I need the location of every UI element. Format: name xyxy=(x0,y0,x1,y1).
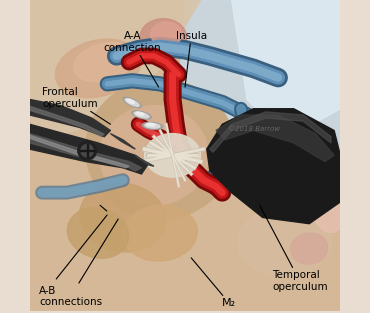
Text: ©2018 Barrow: ©2018 Barrow xyxy=(229,126,280,132)
Ellipse shape xyxy=(312,190,344,232)
Polygon shape xyxy=(30,124,148,174)
Ellipse shape xyxy=(56,39,141,98)
Ellipse shape xyxy=(145,124,160,128)
Ellipse shape xyxy=(67,208,129,258)
Ellipse shape xyxy=(123,97,141,108)
Ellipse shape xyxy=(80,183,166,252)
Ellipse shape xyxy=(127,99,134,103)
Polygon shape xyxy=(207,109,340,224)
Polygon shape xyxy=(232,0,340,140)
Ellipse shape xyxy=(151,22,182,47)
Polygon shape xyxy=(210,112,331,152)
Polygon shape xyxy=(80,150,94,151)
Polygon shape xyxy=(135,155,154,166)
Ellipse shape xyxy=(85,79,235,219)
Polygon shape xyxy=(30,0,201,140)
Polygon shape xyxy=(30,106,104,136)
Ellipse shape xyxy=(136,112,144,115)
Polygon shape xyxy=(30,135,129,168)
Text: Temporal
operculum: Temporal operculum xyxy=(260,205,327,292)
Ellipse shape xyxy=(291,233,328,264)
Polygon shape xyxy=(179,0,340,187)
Ellipse shape xyxy=(238,208,331,276)
Ellipse shape xyxy=(134,112,149,118)
Text: Frontal
operculum: Frontal operculum xyxy=(42,87,110,124)
Text: M₂: M₂ xyxy=(191,258,236,308)
Ellipse shape xyxy=(142,122,162,129)
Ellipse shape xyxy=(74,43,135,82)
Ellipse shape xyxy=(123,205,197,261)
Circle shape xyxy=(78,141,97,160)
Polygon shape xyxy=(110,134,135,149)
Polygon shape xyxy=(87,145,88,157)
Ellipse shape xyxy=(140,19,186,56)
Polygon shape xyxy=(30,134,141,171)
Text: A-B
connections: A-B connections xyxy=(39,219,118,307)
Ellipse shape xyxy=(132,111,151,119)
Circle shape xyxy=(81,145,93,157)
Polygon shape xyxy=(216,115,334,162)
Ellipse shape xyxy=(145,134,201,177)
Ellipse shape xyxy=(125,99,139,106)
Polygon shape xyxy=(30,0,340,311)
Ellipse shape xyxy=(100,105,208,205)
Text: A-A
connection: A-A connection xyxy=(103,31,161,87)
Polygon shape xyxy=(30,100,110,137)
Ellipse shape xyxy=(147,123,155,126)
Text: Insula: Insula xyxy=(176,31,207,87)
